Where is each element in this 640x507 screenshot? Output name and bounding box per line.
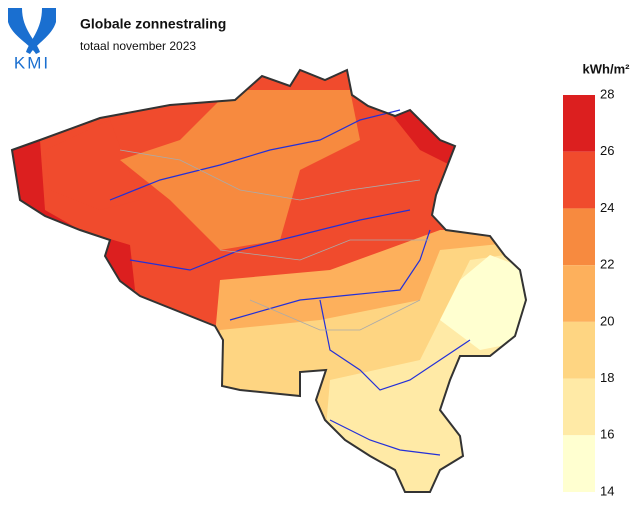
logo-text: KMI	[14, 53, 50, 72]
legend-band	[563, 95, 595, 152]
legend-band	[563, 321, 595, 379]
legend-band	[563, 265, 595, 322]
legend-tick-label: 16	[600, 427, 614, 442]
country-outline	[10, 68, 528, 493]
zone	[45, 120, 140, 210]
legend: 28 26 24 22 20 18 16 14	[563, 86, 614, 498]
legend-tick-label: 22	[600, 257, 614, 272]
legend-unit: kWh/m²	[583, 61, 631, 76]
title: Globale zonnestraling	[80, 16, 226, 32]
logo: KMI	[8, 8, 56, 72]
rivers	[109, 109, 471, 456]
legend-tick-label: 26	[600, 143, 614, 158]
borders	[119, 149, 430, 331]
subtitle: totaal november 2023	[80, 39, 196, 53]
legend-tick-label: 14	[600, 483, 614, 498]
legend-band	[563, 378, 595, 436]
legend-tick-label: 24	[600, 200, 614, 215]
legend-band	[563, 435, 595, 492]
zone	[120, 90, 360, 250]
legend-band	[563, 208, 595, 266]
legend-tick-label: 28	[600, 86, 614, 101]
zone	[440, 255, 526, 350]
legend-band	[563, 151, 595, 209]
legend-tick-label: 20	[600, 313, 614, 328]
legend-tick-label: 18	[600, 370, 614, 385]
